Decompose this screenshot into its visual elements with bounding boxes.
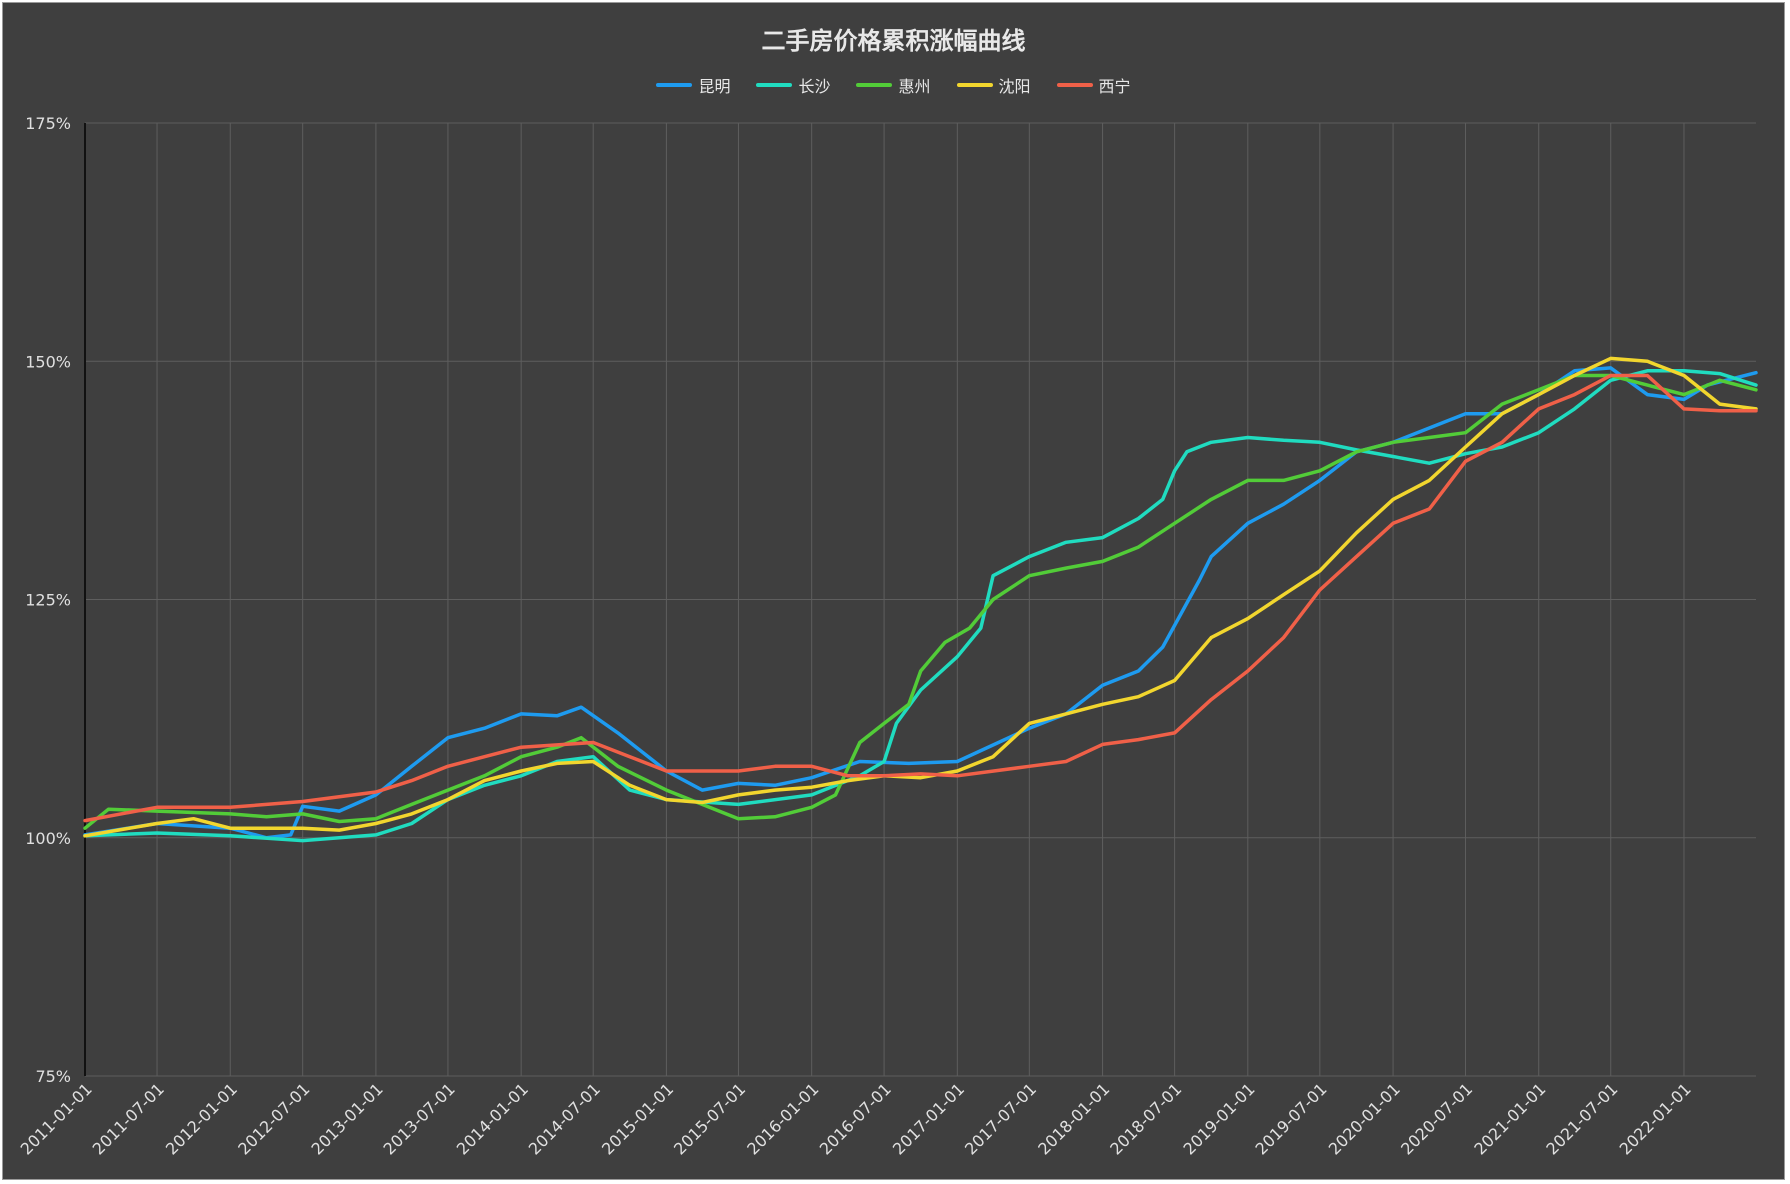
x-tick-label: 2021-01-01 [1470,1079,1549,1158]
legend-item[interactable]: 惠州 [856,73,931,97]
y-tick-label: 100% [25,829,71,848]
legend-label: 长沙 [798,77,831,96]
legend-swatch [856,83,893,87]
plot-area: 75%100%125%150%175%2011-01-012011-07-012… [17,114,1758,1159]
x-tick-label: 2011-01-01 [17,1079,96,1158]
legend-swatch [956,83,993,87]
x-tick-label: 2018-01-01 [1034,1079,1113,1158]
x-tick-label: 2019-01-01 [1179,1079,1258,1158]
x-tick-label: 2016-01-01 [743,1079,822,1158]
x-tick-label: 2015-01-01 [598,1079,677,1158]
x-tick-label: 2012-07-01 [234,1079,313,1158]
x-tick-label: 2019-07-01 [1251,1079,1330,1158]
x-tick-label: 2011-07-01 [89,1079,168,1158]
x-tick-label: 2014-01-01 [453,1079,532,1158]
y-tick-label: 125% [25,591,71,610]
x-tick-label: 2017-01-01 [889,1079,968,1158]
legend: 昆明 长沙 惠州 沈阳 西宁 [3,73,1784,97]
x-tick-label: 2018-07-01 [1106,1079,1185,1158]
x-tick-label: 2014-07-01 [525,1079,604,1158]
series-line-惠州 [83,373,1758,830]
x-tick-label: 2020-01-01 [1325,1079,1404,1158]
x-tick-label: 2021-07-01 [1542,1079,1621,1158]
x-tick-label: 2016-07-01 [816,1079,895,1158]
legend-swatch [1056,83,1093,87]
legend-label: 惠州 [898,77,931,96]
legend-swatch [656,83,693,87]
series-line-沈阳 [83,356,1758,838]
series-line-西宁 [83,373,1758,823]
chart-title: 二手房价格累积涨幅曲线 [761,27,1026,55]
x-tick-label: 2013-01-01 [308,1079,387,1158]
y-tick-label: 75% [35,1067,71,1086]
legend-item[interactable]: 西宁 [1056,73,1131,97]
legend-item[interactable]: 昆明 [656,73,730,97]
legend-item[interactable]: 沈阳 [956,73,1031,97]
y-tick-label: 175% [25,114,71,133]
x-tick-label: 2013-07-01 [380,1079,459,1158]
x-tick-label: 2015-07-01 [670,1079,749,1158]
legend-label: 昆明 [698,77,731,96]
x-tick-label: 2020-07-01 [1397,1079,1476,1158]
x-tick-label: 2017-07-01 [961,1079,1040,1158]
y-tick-label: 150% [25,352,71,371]
legend-swatch [756,83,793,87]
legend-label: 西宁 [1098,77,1131,96]
x-tick-label: 2012-01-01 [162,1079,241,1158]
x-tick-label: 2022-01-01 [1616,1079,1695,1158]
legend-item[interactable]: 长沙 [756,73,830,97]
legend-label: 沈阳 [998,77,1031,96]
